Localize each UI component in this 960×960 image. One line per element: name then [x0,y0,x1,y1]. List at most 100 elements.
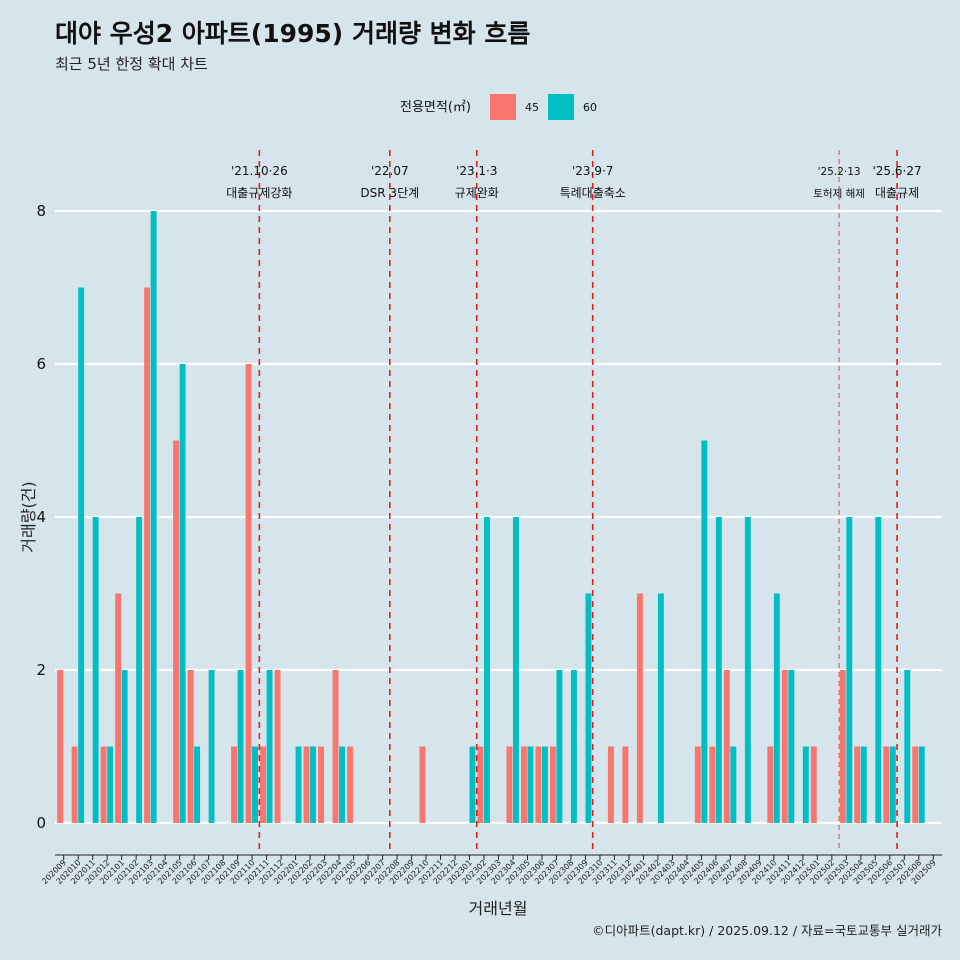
event-label: 특례대출축소 [560,186,626,200]
bar-60-202308 [570,670,577,823]
bar-60-202402 [657,593,664,823]
bars [57,211,925,823]
event-label: 규제완화 [455,186,499,200]
y-tick-label: 6 [36,355,46,373]
event-label: 대출규제 [875,186,919,200]
bar-45-202112 [274,670,281,823]
y-axis-ticks: 0 2 4 6 8 [36,202,46,832]
bar-60-202102 [136,517,143,823]
bar-45-202109 [231,746,238,823]
bar-45-202012 [100,746,107,823]
bar-45-202203 [318,746,324,823]
bar-45-202410 [767,746,774,823]
bar-60-202407 [730,746,737,823]
bar-60-202307 [556,670,563,823]
bar-45-202204 [332,670,339,823]
bar-60-202106 [194,746,201,823]
bar-60-202507 [904,670,911,823]
bar-60-202011 [92,517,99,823]
bar-45-202106 [187,670,194,823]
y-tick-label: 4 [36,508,46,526]
bar-45-202503 [839,670,846,823]
bar-45-202504 [854,746,861,823]
bar-45-202506 [883,746,890,823]
bar-60-202111 [266,670,273,823]
bar-60-202503 [846,517,853,823]
bar-60-202309 [585,593,592,823]
event-label: 대출규제강화 [226,186,292,200]
bar-45-202302 [477,746,484,823]
bar-60-202505 [875,517,882,823]
event-label: 토허제 해제 [813,187,865,200]
bar-60-202201 [295,746,302,823]
bar-45-202312 [622,746,629,823]
bar-60-202506 [889,746,896,823]
bar-45-202306 [535,746,542,823]
event-date: '23.1·3 [456,164,497,178]
legend-label-60: 60 [583,101,597,114]
bar-60-202408 [744,517,751,823]
bar-60-202105 [179,364,186,823]
bar-60-202109 [237,670,244,823]
x-axis: 2020092020102020112020122021012021022021… [40,854,942,886]
bar-60-202305 [527,746,534,823]
x-axis-title: 거래년월 [469,899,528,918]
bar-45-202111 [260,746,267,823]
bar-60-202107 [208,670,215,823]
event-label: DSR 3단계 [360,186,419,200]
bar-45-202210 [419,746,426,823]
event-markers: '21.10·26 대출규제강화 '22.07 DSR 3단계 '23.1·3 규제완화 '… [226,150,922,849]
bar-45-202110 [245,364,252,823]
bar-60-202304 [512,517,519,823]
bar-60-202202 [310,746,317,823]
bar-60-202306 [541,746,548,823]
caption: ©디아파트(dapt.kr) / 2025.09.12 / 자료=국토교통부 실… [592,923,942,938]
bar-45-202010 [71,746,78,823]
event-date: '25.2·13 [818,166,861,178]
bar-60-202410 [773,593,780,823]
bar-60-202302 [484,517,490,823]
y-axis-title: 거래량(건) [19,481,38,552]
bar-60-202504 [860,746,867,823]
legend-swatch-60 [548,94,574,120]
bar-45-202406 [709,746,716,823]
bar-60-202204 [339,746,345,823]
bar-45-202501 [810,746,817,823]
bar-45-202508 [912,746,919,823]
event-date: '22.07 [371,164,409,178]
legend-label-45: 45 [525,101,539,114]
y-tick-label: 0 [36,814,46,832]
bar-60-202012 [107,746,114,823]
legend-swatch-45 [490,94,516,120]
bar-45-202405 [694,746,701,823]
bar-45-202009 [57,670,64,823]
bar-45-202205 [347,746,353,823]
bar-45-202304 [506,746,513,823]
bar-45-202103 [144,287,151,823]
event-date: '23.9·7 [572,164,613,178]
bar-60-202508 [918,746,925,823]
bar-60-202411 [788,670,795,823]
legend-title: 전용면적(㎡) [400,100,471,115]
bar-45-202407 [723,670,730,823]
chart-title: 대야 우성2 아파트(1995) 거래량 변화 흐름 [55,19,530,48]
bar-45-202311 [607,746,614,823]
bar-60-202406 [715,517,722,823]
y-tick-label: 8 [36,202,46,220]
chart-subtitle: 최근 5년 한정 확대 차트 [55,55,208,73]
bar-60-202412 [802,746,809,823]
y-tick-label: 2 [36,661,46,679]
bar-45-202401 [636,593,643,823]
bar-45-202202 [303,746,310,823]
event-date: '21.10·26 [231,164,288,178]
bar-60-202103 [150,211,157,823]
bar-45-202305 [520,746,527,823]
bar-60-202301 [469,746,476,823]
bar-45-202411 [781,670,788,823]
event-date: '25.6·27 [873,164,922,178]
bar-45-202105 [173,440,180,823]
bar-60-202010 [78,287,85,823]
bar-45-202307 [549,746,556,823]
legend: 전용면적(㎡) 45 60 [400,94,597,120]
